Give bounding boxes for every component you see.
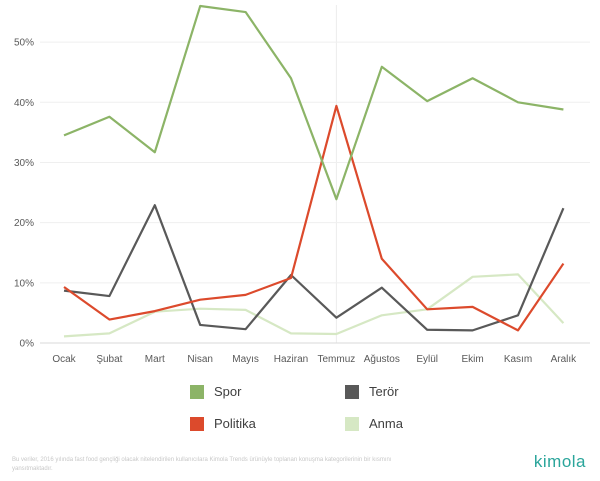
legend-swatch-politika	[190, 416, 204, 431]
legend-item-politika: Politika	[190, 416, 256, 431]
legend-swatch-teror	[345, 384, 359, 399]
y-tick-label: 0%	[20, 339, 35, 350]
series-line-teror	[63, 204, 565, 332]
x-tick-label: Aralık	[551, 354, 578, 365]
series-line-politika	[63, 104, 565, 332]
x-tick-label: Şubat	[96, 354, 122, 365]
legend-swatch-anma	[345, 416, 359, 431]
x-tick-label: Nisan	[187, 354, 213, 365]
y-tick-label: 10%	[14, 278, 34, 289]
legend-label-teror: Terör	[369, 384, 399, 399]
x-tick-label: Mayıs	[232, 354, 259, 365]
x-tick-label: Kasım	[504, 354, 532, 365]
series-line-anma	[63, 273, 565, 338]
series-lines	[63, 4, 565, 338]
legend-label-spor: Spor	[214, 384, 242, 399]
legend-label-politika: Politika	[214, 416, 256, 431]
line-chart: 0% 10% 20% 30% 40% 50% Ocak Şubat Mart Nisan Mayı…	[14, 4, 590, 365]
y-tick-label: 50%	[14, 38, 34, 49]
y-tick-label: 20%	[14, 218, 34, 229]
y-tick-label: 40%	[14, 98, 34, 109]
legend-item-anma: Anma	[345, 416, 403, 431]
kimola-logo: kimola	[533, 452, 586, 471]
x-tick-label: Mart	[145, 354, 165, 365]
x-tick-label: Ekim	[461, 354, 483, 365]
legend-item-spor: Spor	[190, 384, 241, 399]
x-tick-label: Haziran	[274, 354, 308, 365]
x-tick-label: Ağustos	[364, 354, 400, 365]
y-axis-ticks: 0% 10% 20% 30% 40% 50%	[14, 38, 34, 350]
legend: Spor Terör Politika Anma	[190, 380, 450, 440]
legend-swatch-spor	[190, 384, 204, 399]
x-tick-label: Eylül	[416, 354, 438, 365]
series-line-spor	[63, 4, 564, 201]
legend-item-teror: Terör	[345, 384, 399, 399]
footnote: Bu veriler, 2016 yılında fast food gençl…	[12, 457, 392, 472]
x-tick-label: Temmuz	[318, 354, 356, 365]
x-axis-ticks: Ocak Şubat Mart Nisan Mayıs Haziran Temmuz Ağus…	[52, 354, 577, 365]
gridlines	[40, 5, 590, 344]
legend-label-anma: Anma	[369, 416, 403, 431]
y-tick-label: 30%	[14, 158, 34, 169]
x-tick-label: Ocak	[52, 354, 76, 365]
